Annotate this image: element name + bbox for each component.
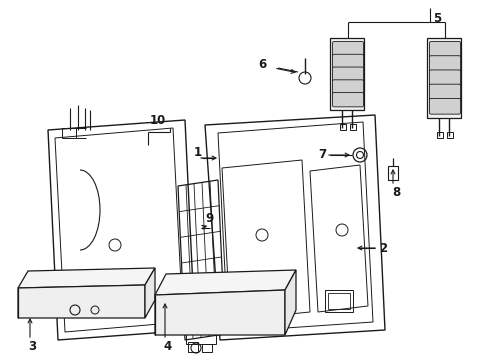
Text: 8: 8	[391, 185, 399, 198]
Bar	[231, 288, 258, 310]
Polygon shape	[155, 270, 295, 295]
Text: 7: 7	[317, 148, 325, 162]
Polygon shape	[145, 268, 155, 318]
FancyBboxPatch shape	[428, 41, 460, 57]
FancyBboxPatch shape	[428, 70, 460, 86]
Polygon shape	[18, 285, 145, 318]
Bar	[187, 342, 198, 352]
FancyBboxPatch shape	[428, 84, 460, 100]
Bar	[325, 290, 352, 312]
Text: 1: 1	[194, 147, 202, 159]
Polygon shape	[329, 38, 363, 110]
Bar	[202, 344, 212, 352]
Text: 5: 5	[432, 12, 440, 24]
Text: 10: 10	[149, 113, 166, 126]
Bar	[327, 293, 349, 309]
Text: 6: 6	[257, 58, 265, 72]
Bar	[339, 124, 346, 130]
FancyBboxPatch shape	[332, 67, 363, 81]
Polygon shape	[155, 290, 285, 335]
FancyBboxPatch shape	[428, 98, 460, 114]
Bar	[436, 132, 442, 138]
Bar	[62, 128, 76, 138]
Bar	[185, 328, 216, 344]
FancyBboxPatch shape	[332, 80, 363, 94]
Polygon shape	[426, 38, 460, 118]
Text: 9: 9	[205, 211, 214, 225]
Text: 3: 3	[28, 341, 36, 354]
FancyBboxPatch shape	[428, 56, 460, 71]
FancyBboxPatch shape	[332, 93, 363, 107]
Bar	[387, 166, 397, 180]
FancyBboxPatch shape	[332, 54, 363, 68]
Polygon shape	[18, 268, 155, 288]
FancyBboxPatch shape	[332, 41, 363, 56]
Bar	[349, 124, 355, 130]
Text: 4: 4	[163, 341, 172, 354]
Bar	[78, 305, 90, 317]
Polygon shape	[285, 270, 295, 335]
Text: 2: 2	[378, 242, 386, 255]
Bar	[446, 132, 452, 138]
